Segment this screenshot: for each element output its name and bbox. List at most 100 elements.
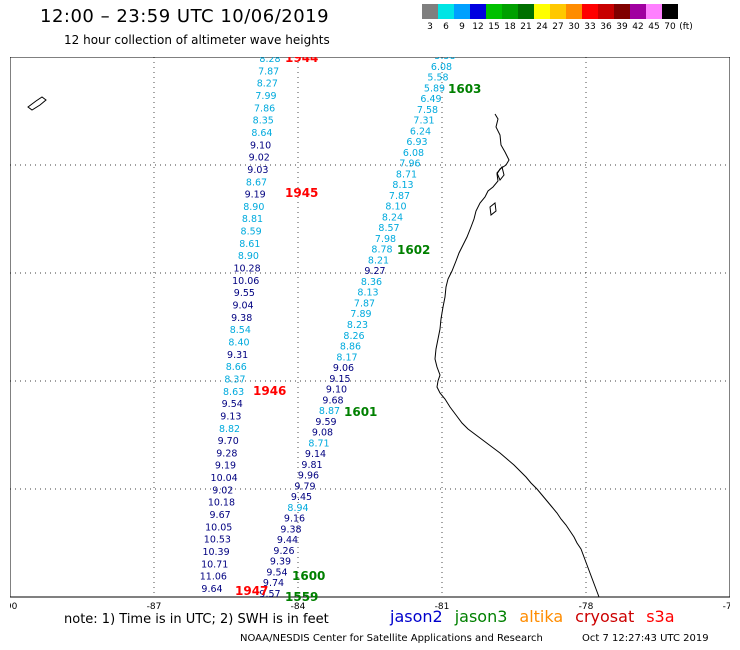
wave-height-label: 6.08 [431,62,452,73]
page-title: 12:00 – 23:59 UTC 10/06/2019 [40,6,330,27]
wave-height-label: 6.49 [420,94,441,105]
wave-height-label: 10.05 [205,522,232,533]
wave-height-label: 9.39 [270,557,291,568]
pass-time-label: 1600 [292,569,325,583]
colorbar-swatch [566,4,582,19]
wave-height-label: 9.02 [212,485,233,496]
colorbar-tick-label: 45 [648,22,660,32]
colorbar-swatch [470,4,486,19]
wave-height-label: 9.59 [315,417,336,428]
longitude-tick-label: -78 [579,602,594,612]
colorbar-swatch [502,4,518,19]
wave-height-label: 9.38 [231,313,252,324]
note-text: note: 1) Time is in UTC; 2) SWH is in fe… [64,612,329,627]
wave-height-label: 5.89 [424,83,445,94]
wave-height-label: 10.28 [233,264,260,275]
pass-time-label: 1947 [235,584,268,598]
wave-height-label: 7.98 [375,234,396,245]
satellite-tracks: 8.287.878.277.997.868.358.649.109.029.03… [200,57,456,600]
pass-time-label: 1559 [285,590,318,604]
pass-time-label: 1603 [448,82,481,96]
wave-height-label: 7.31 [413,116,434,127]
wave-height-label: 7.86 [254,103,275,114]
pass-time-label: 1601 [344,405,377,419]
wave-height-label: 5.58 [434,57,455,62]
wave-height-label: 6.24 [410,126,431,137]
colorbar-swatch [454,4,470,19]
wave-height-label: 8.57 [378,223,399,234]
wave-height-label: 8.13 [357,288,378,299]
wave-height-label: 9.55 [234,288,255,299]
longitude-tick-label: -87 [147,602,162,612]
wave-height-label: 9.70 [218,436,239,447]
wave-height-label: 9.16 [284,514,305,525]
wave-height-label: 9.19 [245,190,266,201]
colorbar-tick-label: 21 [520,22,532,32]
colorbar-swatch [662,4,678,19]
wave-height-label: 9.19 [215,461,236,472]
colorbar-swatch [534,4,550,19]
page-subtitle: 12 hour collection of altimeter wave hei… [64,33,330,47]
legend-jason3: jason3 [454,607,508,626]
wave-height-label: 8.23 [347,320,368,331]
colorbar-tick-label: 27 [552,22,564,32]
colorbar-tick-label: 18 [504,22,516,32]
pass-time-label: 1946 [253,384,286,398]
island [27,96,47,111]
pass-time-labels: 1944 1945 1946 1947 1603 1602 1601 1600 1559 [235,57,481,604]
wave-height-label: 9.64 [201,584,222,595]
wave-height-label: 9.54 [266,567,287,578]
map-grid [10,57,730,597]
wave-height-label: 7.87 [389,191,410,202]
wave-height-label: 9.26 [273,546,294,557]
wave-height-label: 8.26 [343,331,364,342]
colorbar-swatch [550,4,566,19]
credit-text: NOAA/NESDIS Center for Satellite Applica… [240,633,543,644]
colorbar-tick-label: 30 [568,22,580,32]
colorbar-swatch [518,4,534,19]
longitude-tick-label: -84 [291,602,306,612]
colorbar-swatch [582,4,598,19]
wave-height-label: 8.21 [368,255,389,266]
wave-height-label: 9.03 [247,165,268,176]
wave-height-label: 10.53 [204,535,231,546]
wave-height-label: 8.81 [242,214,263,225]
colorbar [422,4,678,19]
map: -90-87-84-81-78-750-2-4-6-8-10 8.287.878… [10,57,730,612]
wave-height-label: 8.28 [259,57,280,65]
colorbar-swatch [598,4,614,19]
wave-height-label: 8.13 [392,180,413,191]
coastline [434,113,600,598]
map-frame [10,57,730,598]
wave-height-label: 8.40 [228,337,249,348]
colorbar-tick-label: 39 [616,22,628,32]
colorbar-unit: (ft) [679,22,693,32]
legend-cryosat: cryosat [575,607,635,626]
wave-height-label: 9.31 [227,350,248,361]
colorbar-tick-label: 6 [443,22,449,32]
axis-ticks: -90-87-84-81-78-750-2-4-6-8-10 [10,602,730,612]
colorbar-tick-label: 36 [600,22,612,32]
wave-height-label: 7.96 [399,159,420,170]
colorbar-swatch [486,4,502,19]
wave-height-label: 10.71 [201,559,228,570]
wave-height-label: 8.10 [385,202,406,213]
pass-time-label: 1602 [397,243,430,257]
wave-height-label: 9.27 [364,266,385,277]
legend-s3a: s3a [646,607,675,626]
colorbar-tick-label: 24 [536,22,548,32]
longitude-tick-label: -81 [435,602,450,612]
colorbar-swatch [614,4,630,19]
wave-height-label: 8.71 [308,438,329,449]
wave-height-label: 9.02 [249,153,270,164]
wave-height-label: 9.38 [280,524,301,535]
wave-height-label: 8.17 [336,352,357,363]
wave-height-label: 9.67 [210,510,231,521]
wave-height-label: 8.61 [239,239,260,250]
generated-timestamp: Oct 7 12:27:43 UTC 2019 [582,633,709,644]
wave-height-label: 9.74 [263,578,284,589]
colorbar-swatch [646,4,662,19]
wave-height-label: 8.71 [396,169,417,180]
wave-height-label: 8.24 [382,212,403,223]
wave-height-label: 9.81 [301,460,322,471]
